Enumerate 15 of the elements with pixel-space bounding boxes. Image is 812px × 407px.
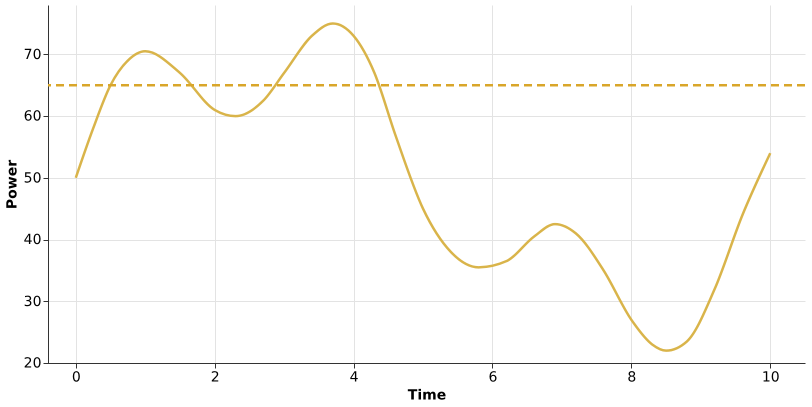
y-tick-label: 50	[24, 170, 42, 186]
y-tick-label: 70	[24, 46, 42, 63]
x-tick-label: 0	[72, 370, 81, 386]
line-series	[74, 22, 772, 352]
y-tick-label: 60	[24, 108, 42, 125]
y-axis-title: Power	[4, 160, 21, 210]
x-tick-label: 4	[350, 370, 359, 386]
x-tick-label: 10	[762, 370, 780, 386]
y-tick-label: 40	[24, 232, 42, 248]
y-tick-label: 30	[24, 294, 42, 310]
y-tick-label: 20	[24, 356, 42, 372]
x-tick-label: 2	[210, 370, 220, 386]
x-tick-label: 6	[488, 370, 498, 386]
x-tick-label: 8	[627, 370, 636, 386]
x-axis-title: Time	[408, 388, 446, 404]
